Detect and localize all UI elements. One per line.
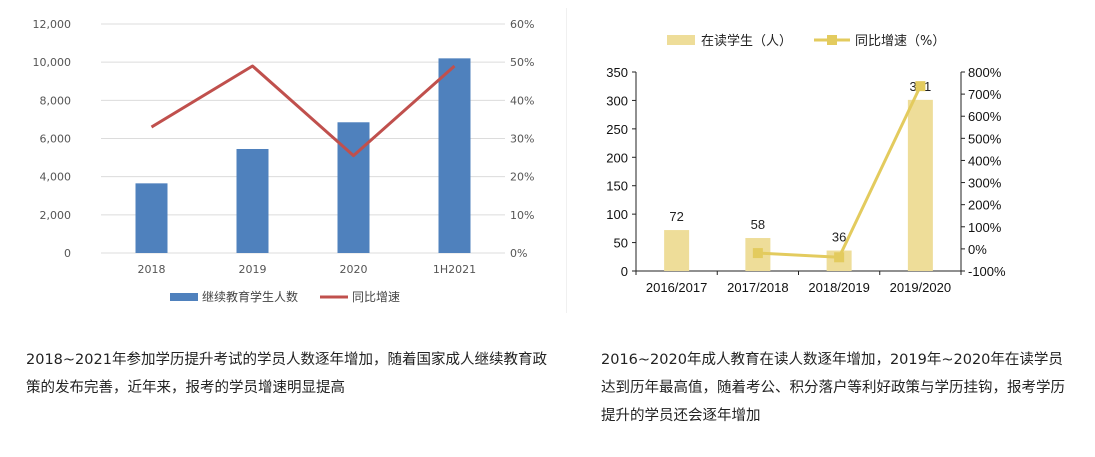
y-tick-label: 10,000: [33, 56, 72, 69]
y2-tick-label: 60%: [510, 18, 534, 31]
x-tick-label: 1H2021: [433, 263, 476, 276]
caption-left: 2018~2021年参加学历提升考试的学员人数逐年增加，随着国家成人继续教育政策…: [26, 352, 547, 396]
legend-swatch-marker: [827, 35, 837, 45]
legend-label: 在读学生（人）: [701, 33, 792, 49]
y2-tick-label: 20%: [510, 171, 534, 184]
y2-tick-label: 50%: [510, 56, 534, 69]
bar: [236, 148, 269, 253]
y2-tick-label: 0%: [510, 247, 527, 260]
x-tick-label: 2016/2017: [646, 280, 707, 295]
line-marker: [834, 252, 845, 263]
data-label: 72: [669, 209, 683, 224]
y-tick-label: 300: [606, 93, 628, 108]
y2-tick-label: -100%: [968, 264, 1006, 279]
x-tick-label: 2019: [239, 263, 267, 276]
y2-tick-label: 700%: [968, 87, 1002, 102]
line-marker: [915, 81, 926, 92]
y2-tick-label: 500%: [968, 131, 1002, 146]
data-label: 58: [751, 217, 765, 232]
y2-tick-label: 800%: [968, 65, 1002, 80]
y2-tick-label: 30%: [510, 133, 534, 146]
line-marker: [752, 248, 763, 259]
x-tick-label: 2018/2019: [808, 280, 869, 295]
legend-label: 同比增速: [352, 290, 400, 304]
chart-right: 0 50 100 150 200 250 300 350 -100% 0% 100% 200% 300%…: [606, 33, 1006, 295]
y-tick-label: 200: [606, 150, 628, 165]
y-tick-label: 12,000: [33, 18, 72, 31]
legend-swatch-bar: [170, 293, 198, 301]
y2-tick-label: 600%: [968, 109, 1002, 124]
chart-left-panel: 0 2,000 4,000 6,000 8,000 10,000 12,000 0% 10% 20…: [18, 8, 567, 313]
x-tick-label: 2019/2020: [890, 280, 951, 295]
y2-tick-label: 0%: [968, 242, 987, 257]
data-label: 36: [832, 230, 846, 245]
bar: [337, 122, 370, 253]
y-tick-label: 150: [606, 179, 628, 194]
chart-right-panel: 0 50 100 150 200 250 300 350 -100% 0% 100% 200% 300%…: [591, 12, 1070, 312]
x-tick-label: 2020: [340, 263, 368, 276]
y-tick-label: 2,000: [40, 209, 72, 222]
bar: [135, 183, 168, 253]
y2-tick-label: 40%: [510, 94, 534, 107]
y-tick-label: 6,000: [40, 133, 72, 146]
y2-tick-label: 200%: [968, 198, 1002, 213]
x-tick-label: 2017/2018: [727, 280, 788, 295]
caption-right: 2016~2020年成人教育在读人数逐年增加，2019年~2020年在读学员达到…: [601, 352, 1065, 424]
y-tick-label: 0: [64, 247, 71, 260]
y-tick-label: 50: [614, 236, 628, 251]
legend-label: 继续教育学生人数: [202, 289, 298, 304]
y2-tick-label: 300%: [968, 176, 1002, 191]
y2-tick-label: 400%: [968, 153, 1002, 168]
y-tick-label: 100: [606, 207, 628, 222]
x-tick-label: 2018: [138, 263, 166, 276]
bar: [664, 230, 690, 271]
legend-swatch-bar: [667, 35, 695, 45]
y2-tick-label: 100%: [968, 220, 1002, 235]
y-tick-label: 350: [606, 65, 628, 80]
legend-label: 同比增速（%）: [855, 34, 945, 49]
y-tick-label: 4,000: [40, 171, 72, 184]
y2-tick-label: 10%: [510, 209, 534, 222]
y-tick-label: 8,000: [40, 94, 72, 107]
bar: [438, 58, 471, 253]
series-line: [150, 64, 456, 158]
y-tick-label: 0: [621, 264, 628, 279]
chart-left: 0 2,000 4,000 6,000 8,000 10,000 12,000 0% 10% 20…: [33, 18, 535, 304]
y-tick-label: 250: [606, 122, 628, 137]
bar: [907, 99, 933, 271]
